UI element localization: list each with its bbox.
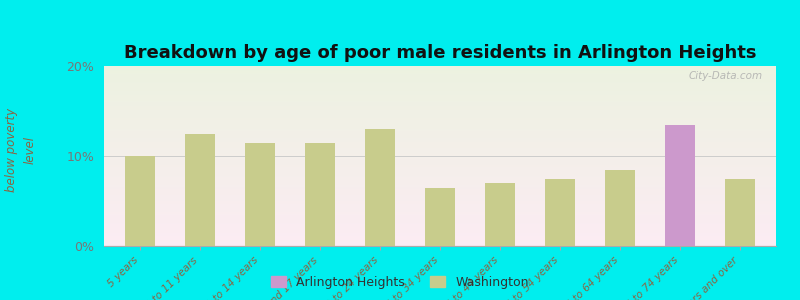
Bar [425,188,455,246]
Bar [545,178,575,246]
Legend: Arlington Heights, Washington: Arlington Heights, Washington [266,271,534,294]
Bar [305,142,335,246]
Title: Breakdown by age of poor male residents in Arlington Heights: Breakdown by age of poor male residents … [124,44,756,62]
Bar [665,183,695,246]
Text: percentage
below poverty
level: percentage below poverty level [0,108,37,192]
Bar [185,134,215,246]
Bar [665,124,695,246]
Bar [605,169,635,246]
Bar [245,142,275,246]
Bar [725,178,755,246]
Text: City-Data.com: City-Data.com [689,71,762,81]
Bar [125,156,155,246]
Bar [485,183,515,246]
Bar [365,129,395,246]
